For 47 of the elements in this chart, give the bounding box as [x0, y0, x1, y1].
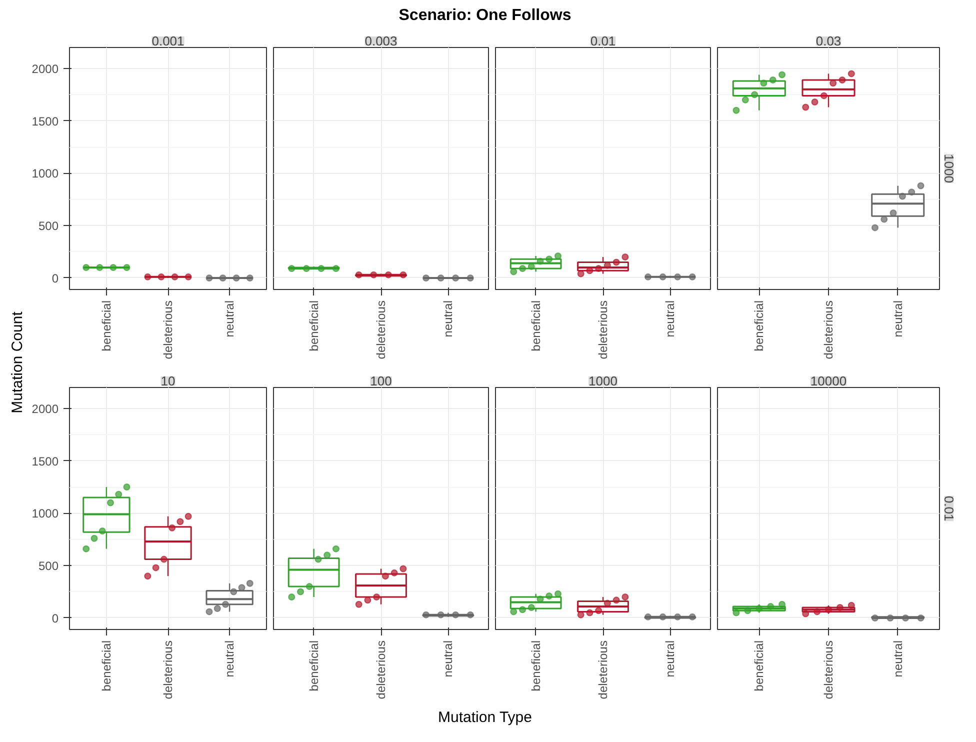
- text: Mutation Type: [438, 708, 532, 728]
- chart-title: 0.03: [816, 34, 842, 48]
- chart-title: 10000: [810, 374, 847, 388]
- x-tick-label: neutral: [890, 300, 905, 338]
- text: Scenario: One Follows: [398, 6, 572, 26]
- x-tick-label: beneficial: [306, 640, 321, 692]
- x-tick-label: deleterious: [822, 300, 836, 360]
- x-tick-label: neutral: [890, 640, 905, 678]
- x-tick-label: deleterious: [822, 640, 836, 700]
- text: 0.01: [942, 496, 956, 522]
- y-tick-label: 500: [38, 559, 59, 574]
- x-tick-label: deleterious: [596, 640, 610, 700]
- x-tick-label: neutral: [222, 640, 237, 678]
- y-tick-label: 1000: [32, 166, 59, 181]
- chart-title: 0.003: [364, 34, 398, 48]
- x-tick-label: beneficial: [99, 300, 114, 352]
- chart-title: 10: [160, 374, 176, 388]
- x-tick-label: deleterious: [596, 300, 610, 360]
- x-tick-label: beneficial: [528, 640, 543, 692]
- x-tick-label: neutral: [222, 300, 237, 338]
- x-tick-label: neutral: [441, 640, 456, 678]
- x-tick-label: beneficial: [306, 300, 321, 352]
- y-tick-label: 2000: [32, 62, 59, 76]
- y-tick-label: 0: [52, 271, 59, 286]
- y-tick-label: 1500: [32, 454, 59, 468]
- x-tick-label: beneficial: [528, 300, 543, 352]
- y-tick-label: 500: [38, 219, 59, 234]
- x-tick-label: deleterious: [161, 640, 175, 700]
- chart-title: 0.01: [590, 34, 616, 48]
- chart-title: 0.001: [152, 34, 184, 48]
- x-tick-label: beneficial: [99, 640, 114, 692]
- y-tick-label: 0: [52, 611, 59, 626]
- text: 1000: [942, 154, 956, 183]
- x-tick-label: deleterious: [374, 300, 388, 360]
- chart-title: 1000: [588, 374, 618, 388]
- x-tick-label: neutral: [663, 300, 678, 338]
- chart-title: 100: [370, 374, 392, 388]
- x-tick-label: beneficial: [752, 300, 766, 352]
- y-tick-label: 1500: [32, 114, 59, 128]
- x-tick-label: beneficial: [752, 640, 766, 692]
- x-tick-label: neutral: [663, 640, 678, 678]
- y-tick-label: 1000: [32, 506, 59, 521]
- text: Mutation Count: [8, 310, 26, 414]
- x-tick-label: deleterious: [161, 300, 175, 360]
- x-tick-label: neutral: [441, 300, 456, 338]
- x-tick-label: deleterious: [374, 640, 388, 700]
- y-tick-label: 2000: [32, 402, 59, 416]
